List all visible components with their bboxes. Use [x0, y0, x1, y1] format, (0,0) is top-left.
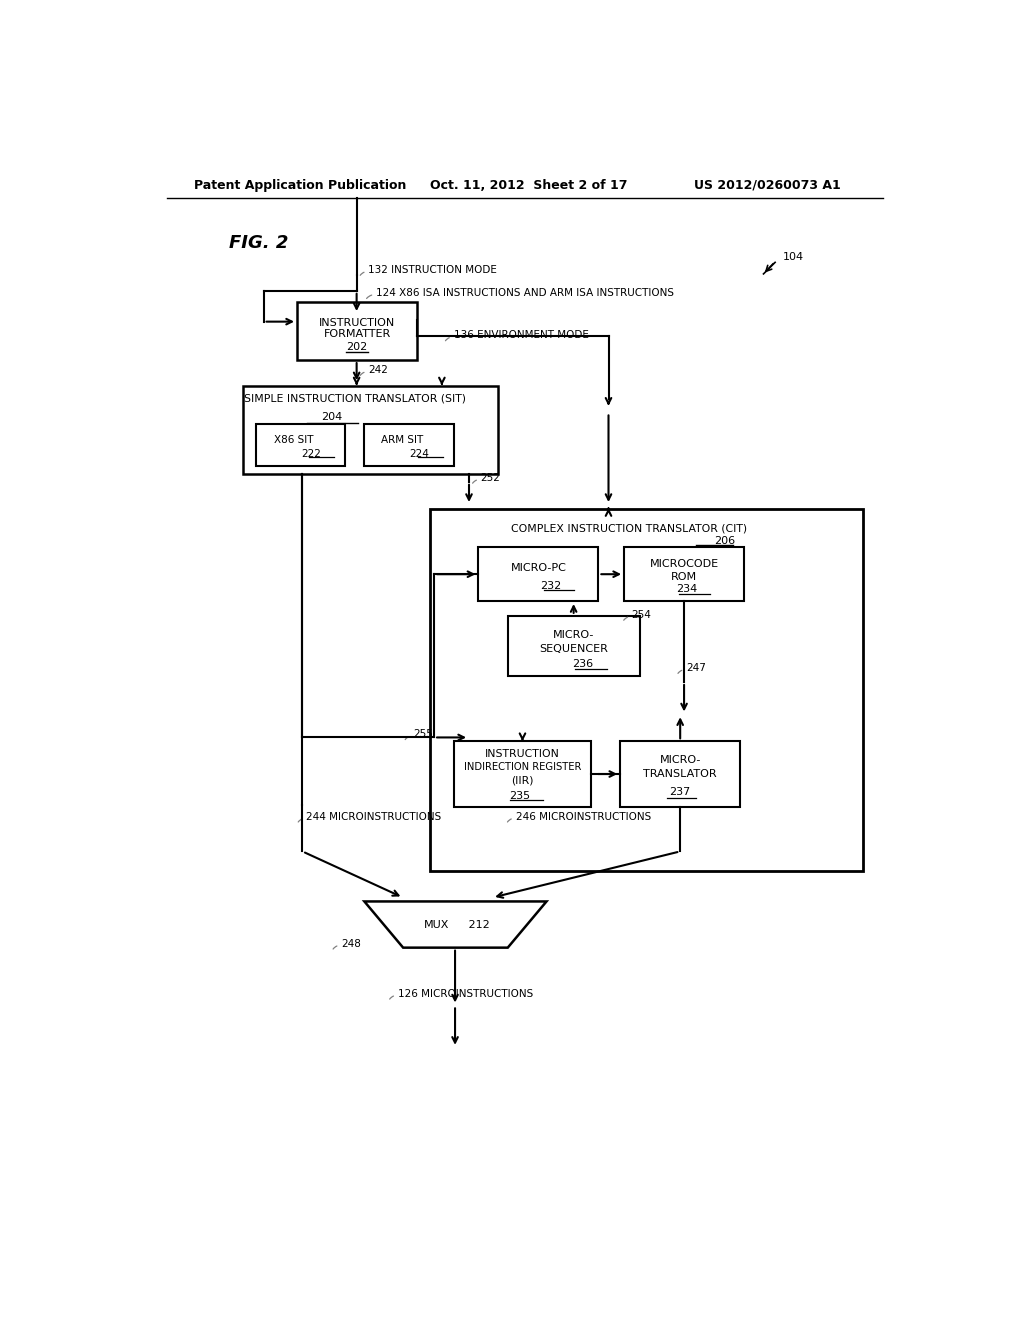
Text: MICROCODE: MICROCODE — [649, 560, 719, 569]
Text: COMPLEX INSTRUCTION TRANSLATOR (CIT): COMPLEX INSTRUCTION TRANSLATOR (CIT) — [511, 524, 748, 533]
Text: 242: 242 — [369, 366, 388, 375]
Text: 212: 212 — [465, 920, 489, 929]
Text: 224: 224 — [410, 449, 430, 458]
Bar — [621, 742, 740, 807]
Text: 202: 202 — [346, 342, 368, 352]
Text: SIMPLE INSTRUCTION TRANSLATOR (SIT): SIMPLE INSTRUCTION TRANSLATOR (SIT) — [244, 393, 466, 404]
Text: 222: 222 — [301, 449, 322, 458]
Text: 126 MICROINSTRUCTIONS: 126 MICROINSTRUCTIONS — [397, 989, 532, 999]
Text: 248: 248 — [341, 939, 361, 949]
Text: 246 MICROINSTRUCTIONS: 246 MICROINSTRUCTIONS — [515, 812, 650, 822]
Text: 206: 206 — [714, 536, 735, 546]
Text: ARM SIT: ARM SIT — [381, 436, 423, 445]
Text: 132 INSTRUCTION MODE: 132 INSTRUCTION MODE — [369, 265, 497, 275]
Text: FORMATTER: FORMATTER — [324, 329, 390, 339]
Text: SEQUENCER: SEQUENCER — [540, 644, 608, 653]
Text: Oct. 11, 2012  Sheet 2 of 17: Oct. 11, 2012 Sheet 2 of 17 — [430, 178, 628, 191]
Text: INSTRUCTION: INSTRUCTION — [318, 318, 395, 327]
Polygon shape — [365, 902, 547, 948]
Bar — [297, 302, 417, 360]
Text: Patent Application Publication: Patent Application Publication — [194, 178, 407, 191]
Text: 236: 236 — [572, 659, 594, 669]
Text: 235: 235 — [509, 791, 530, 801]
Text: 124 X86 ISA INSTRUCTIONS AND ARM ISA INSTRUCTIONS: 124 X86 ISA INSTRUCTIONS AND ARM ISA INS… — [376, 288, 674, 298]
Text: X86 SIT: X86 SIT — [273, 436, 313, 445]
Text: (IIR): (IIR) — [511, 776, 534, 785]
Text: 204: 204 — [322, 412, 343, 421]
Bar — [256, 424, 345, 466]
Text: INDIRECTION REGISTER: INDIRECTION REGISTER — [464, 763, 582, 772]
Text: 244 MICROINSTRUCTIONS: 244 MICROINSTRUCTIONS — [306, 812, 441, 822]
Bar — [243, 385, 499, 474]
Text: 234: 234 — [676, 585, 697, 594]
Text: US 2012/0260073 A1: US 2012/0260073 A1 — [693, 178, 841, 191]
Text: MICRO-: MICRO- — [553, 630, 594, 640]
Text: 232: 232 — [540, 581, 561, 591]
Text: 136 ENVIRONMENT MODE: 136 ENVIRONMENT MODE — [454, 330, 589, 341]
Text: 237: 237 — [670, 787, 691, 797]
Text: FIG. 2: FIG. 2 — [228, 234, 288, 252]
Bar — [365, 424, 454, 466]
Bar — [430, 508, 862, 871]
Bar — [624, 548, 744, 601]
Text: MUX: MUX — [424, 920, 450, 929]
Text: TRANSLATOR: TRANSLATOR — [643, 770, 717, 779]
Text: 252: 252 — [480, 473, 501, 483]
Text: ROM: ROM — [671, 572, 697, 582]
Bar — [454, 742, 592, 807]
Text: 247: 247 — [686, 663, 706, 673]
Text: MICRO-: MICRO- — [659, 755, 700, 764]
Text: 104: 104 — [783, 252, 804, 261]
Bar — [508, 616, 640, 676]
Bar — [478, 548, 598, 601]
Text: INSTRUCTION: INSTRUCTION — [485, 750, 560, 759]
Text: 255: 255 — [414, 730, 433, 739]
Text: MICRO-PC: MICRO-PC — [510, 562, 566, 573]
Text: 254: 254 — [632, 610, 651, 620]
